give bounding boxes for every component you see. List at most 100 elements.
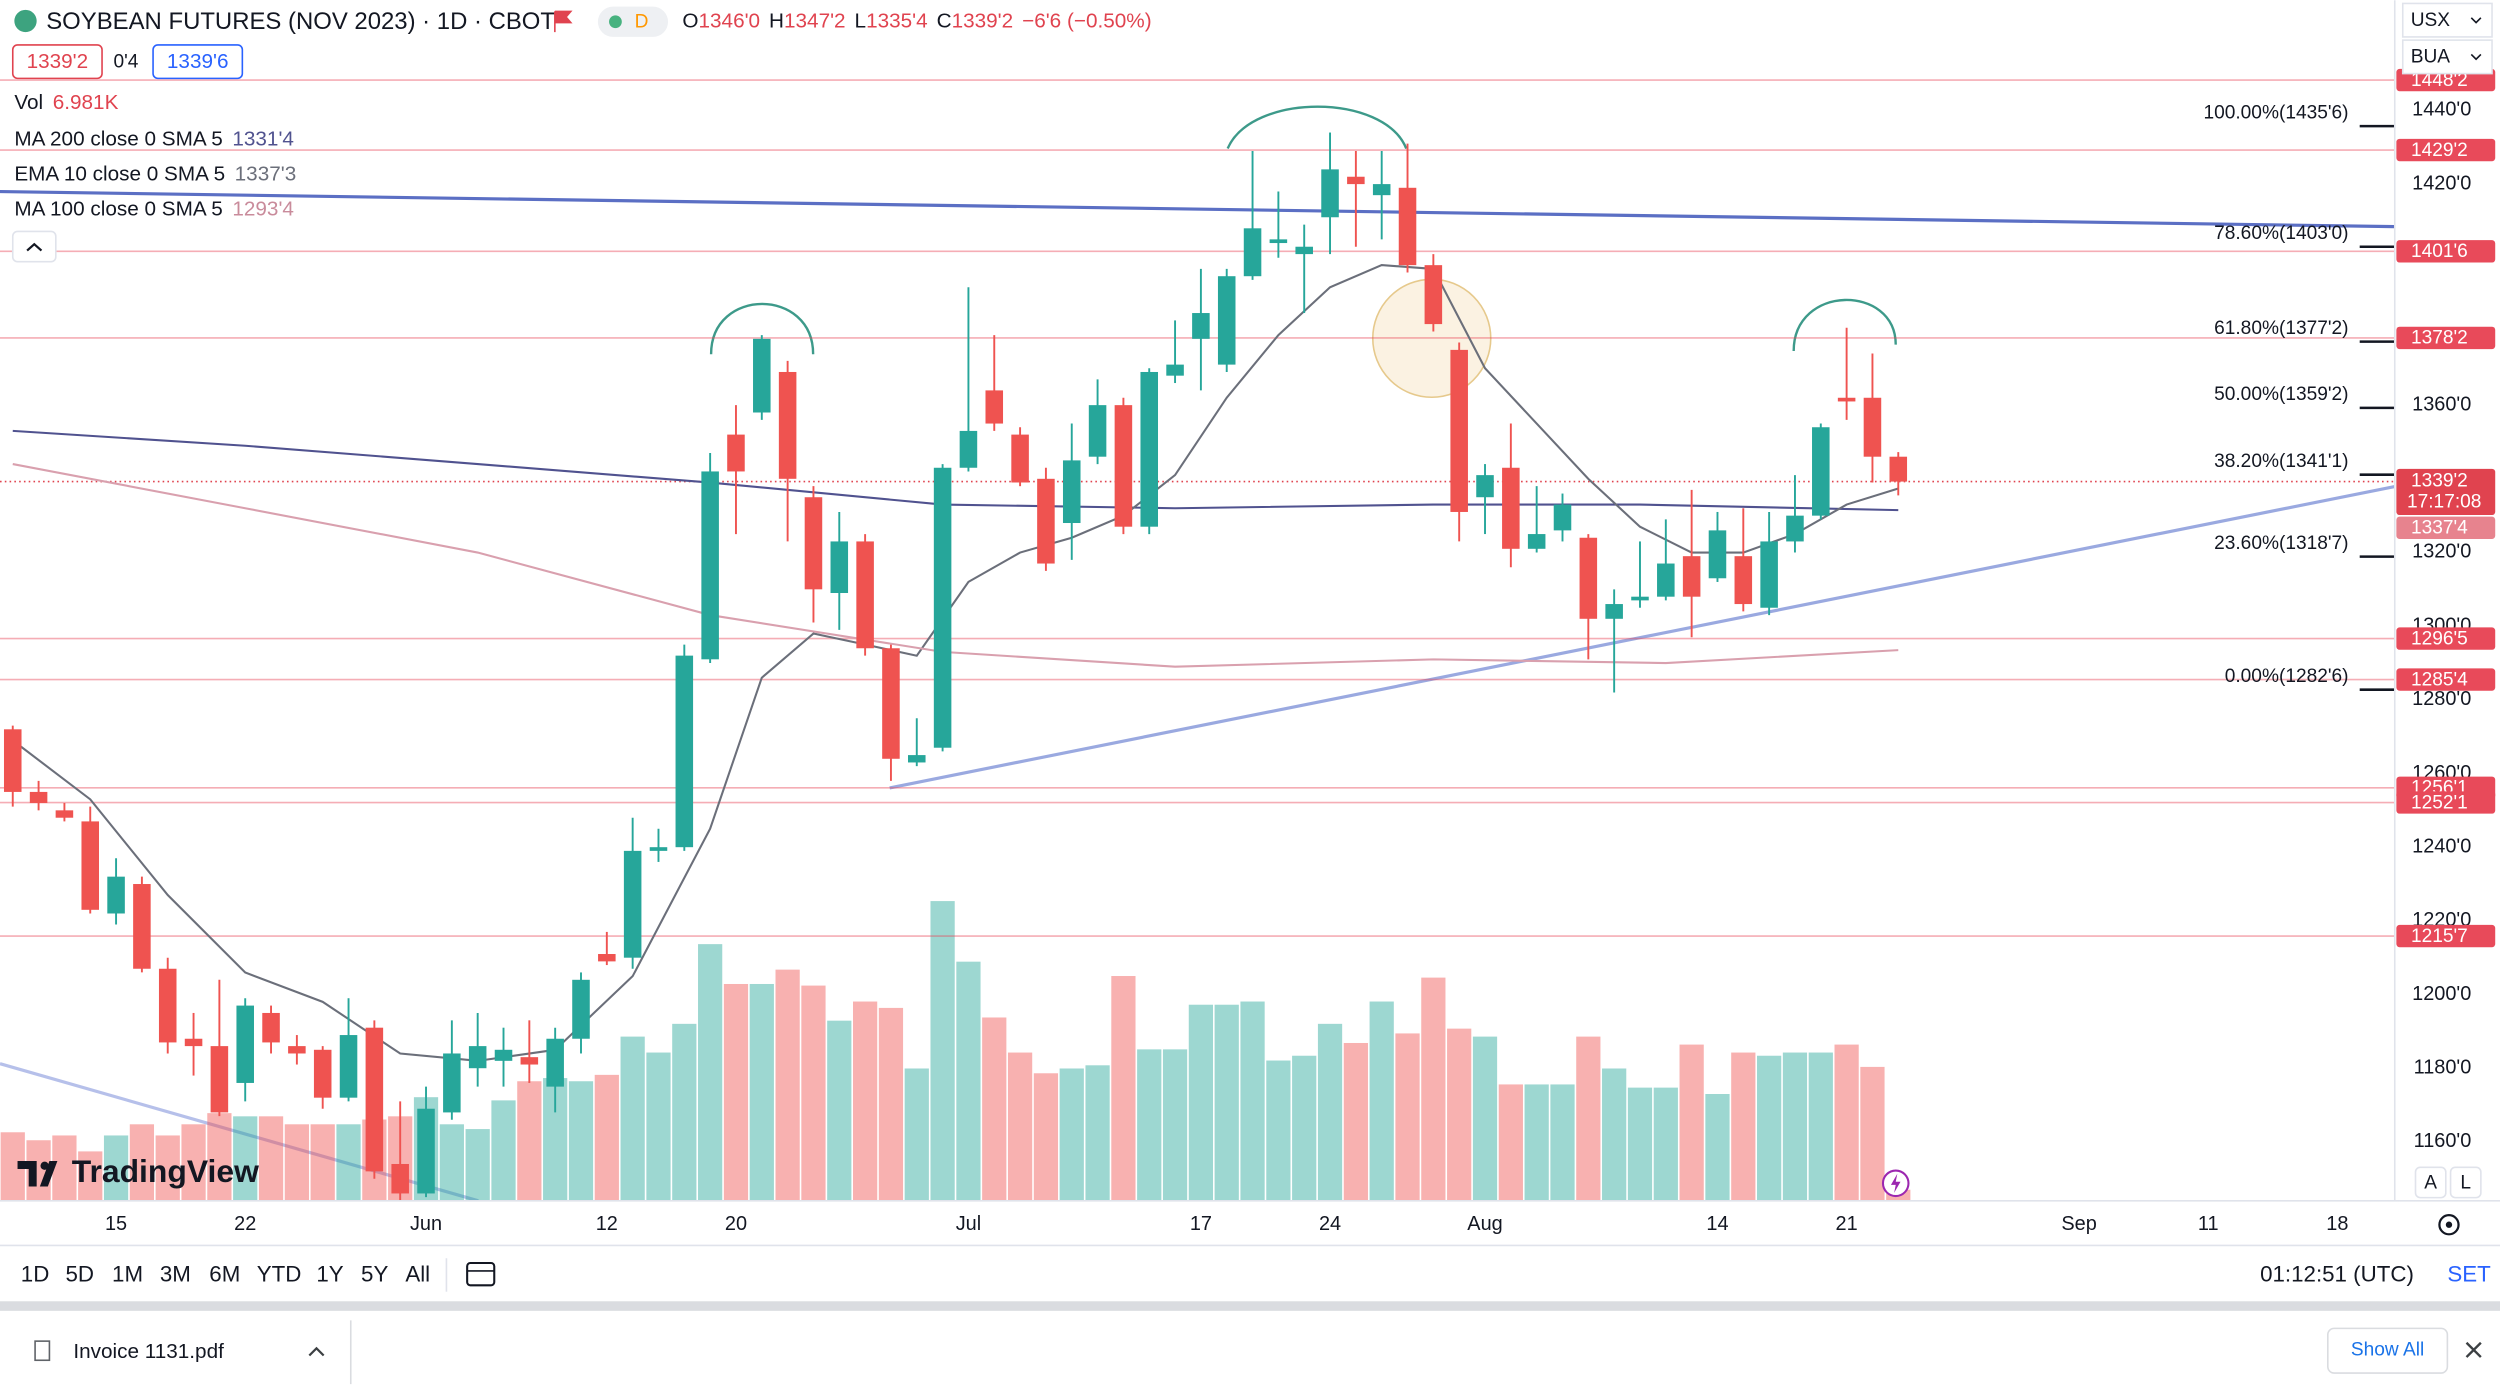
calendar-icon[interactable] xyxy=(466,1261,496,1287)
fib-label: 61.80%(1377'2) xyxy=(2214,318,2348,339)
settings-link[interactable]: SET xyxy=(2447,1262,2491,1287)
volume-bar xyxy=(1498,1084,1523,1201)
logo-dot xyxy=(40,1161,49,1170)
volume-bar xyxy=(284,1124,309,1201)
volume-bar xyxy=(852,1001,878,1201)
candle-body xyxy=(1812,427,1830,516)
fib-label: 23.60%(1318'7) xyxy=(2214,533,2348,554)
timeframe[interactable]: 1M xyxy=(112,1262,143,1287)
legend-row: MA 100 close 0 SMA 5 1293'4 xyxy=(14,198,294,221)
y-tick-label: 1440'0 xyxy=(2412,99,2471,121)
divider xyxy=(0,1301,2500,1311)
ema-label: 1337'4 xyxy=(2411,518,2468,539)
candle-body xyxy=(1114,405,1133,527)
timeframe[interactable]: 1Y xyxy=(316,1262,343,1287)
log-scale-button[interactable] xyxy=(2449,1166,2482,1199)
candle-body xyxy=(546,1038,564,1087)
volume-bar xyxy=(827,1020,852,1201)
level-box xyxy=(2396,326,2496,350)
volume-bar xyxy=(310,1124,335,1201)
symbol-title: SOYBEAN FUTURES (NOV 2023) · 1D · CBOT xyxy=(46,8,555,35)
x-tick-label: 14 xyxy=(1706,1213,1728,1235)
volume-bar xyxy=(1188,1004,1214,1201)
unit-label[interactable]: BUA xyxy=(2411,47,2451,68)
chevron-up[interactable] xyxy=(308,1346,325,1357)
x-tick-label: Jul xyxy=(956,1213,981,1235)
level-label: 1285'4 xyxy=(2411,669,2468,690)
unit-select[interactable] xyxy=(2401,2,2493,38)
bid[interactable]: 1339'2 xyxy=(27,50,89,73)
candle-body xyxy=(1657,563,1675,597)
show-all-button[interactable] xyxy=(2327,1327,2449,1374)
timeframe[interactable]: YTD xyxy=(257,1262,302,1287)
lightning xyxy=(1890,1173,1901,1193)
volume-bar xyxy=(1550,1084,1575,1201)
legend-value: 1293'4 xyxy=(232,198,294,221)
legend-row: EMA 10 close 0 SMA 5 1337'3 xyxy=(14,163,296,186)
flag-icon xyxy=(554,10,573,33)
volume-bar xyxy=(1447,1028,1472,1201)
ohlc-key: H xyxy=(769,10,784,33)
volume-bar xyxy=(1292,1055,1317,1201)
auto-scale-button[interactable] xyxy=(2414,1166,2447,1199)
x-tick-label: 24 xyxy=(1319,1213,1341,1235)
ask[interactable]: 1339'6 xyxy=(167,50,229,73)
y-tick-label: 1320'0 xyxy=(2412,541,2471,563)
unit-select[interactable] xyxy=(2401,39,2493,75)
timeframe[interactable]: 5Y xyxy=(361,1262,388,1287)
unit-label[interactable]: USX xyxy=(2411,10,2451,31)
status-badge xyxy=(597,6,669,37)
volume-bar xyxy=(491,1100,516,1201)
volume-bar xyxy=(207,1113,232,1201)
ohlc-key: L xyxy=(855,10,867,33)
ask-box[interactable] xyxy=(152,44,244,80)
candle-body xyxy=(468,1046,487,1069)
volume-bar xyxy=(1137,1049,1162,1201)
fib-label: 50.00%(1359'2) xyxy=(2214,384,2348,405)
level-label: 1401'6 xyxy=(2411,241,2468,262)
candle-body xyxy=(443,1053,461,1113)
volume-bar xyxy=(930,901,955,1201)
candle-body xyxy=(417,1108,435,1194)
show-all[interactable]: Show All xyxy=(2351,1340,2424,1361)
ohlc-value: 1347'2 xyxy=(784,10,846,33)
volume-bar xyxy=(723,983,749,1201)
candle-body xyxy=(1734,556,1753,605)
volume-bar xyxy=(78,1151,103,1201)
candle-body xyxy=(262,1012,280,1043)
button-label[interactable]: A xyxy=(2424,1172,2437,1193)
volume-bar xyxy=(155,1135,180,1201)
candle-body xyxy=(1579,537,1598,619)
volume-bar xyxy=(1059,1068,1084,1201)
legend-row: Vol 6.981K xyxy=(14,91,118,114)
timeframe[interactable]: 3M xyxy=(160,1262,191,1287)
candle-body xyxy=(1321,169,1339,218)
x-tick-label: 15 xyxy=(105,1213,127,1235)
candle-body xyxy=(3,729,22,792)
collapse-button[interactable] xyxy=(11,230,57,263)
timeframes: 1D 5D 1M 3M 6M YTD 1Y 5Y All xyxy=(21,1262,430,1287)
volume-bar xyxy=(129,1124,155,1201)
watermark: TradingView xyxy=(72,1153,259,1189)
badge-text: D xyxy=(635,12,649,33)
timeframe[interactable]: 5D xyxy=(65,1262,94,1287)
candle-body xyxy=(184,1038,203,1047)
candle-body xyxy=(1166,364,1184,376)
candle-body xyxy=(1243,228,1262,277)
timeframe[interactable]: 1D xyxy=(21,1262,50,1287)
close-icon[interactable] xyxy=(2465,1341,2482,1358)
button-label[interactable]: L xyxy=(2460,1172,2471,1193)
volume-bar xyxy=(517,1081,542,1201)
level-box xyxy=(2396,627,2496,650)
candle-body xyxy=(236,1005,254,1083)
timeframe[interactable]: 6M xyxy=(209,1262,240,1287)
volume-bar xyxy=(1317,1023,1343,1201)
bid-box[interactable] xyxy=(11,44,103,80)
candle-body xyxy=(1088,405,1107,457)
settings-icon[interactable] xyxy=(2438,1214,2460,1236)
timeframe[interactable]: All xyxy=(405,1262,430,1287)
candle-body xyxy=(1837,397,1856,402)
candle-body xyxy=(1269,239,1288,244)
file-name[interactable]: Invoice 1131.pdf xyxy=(73,1340,224,1363)
volume-bar xyxy=(1111,976,1136,1201)
